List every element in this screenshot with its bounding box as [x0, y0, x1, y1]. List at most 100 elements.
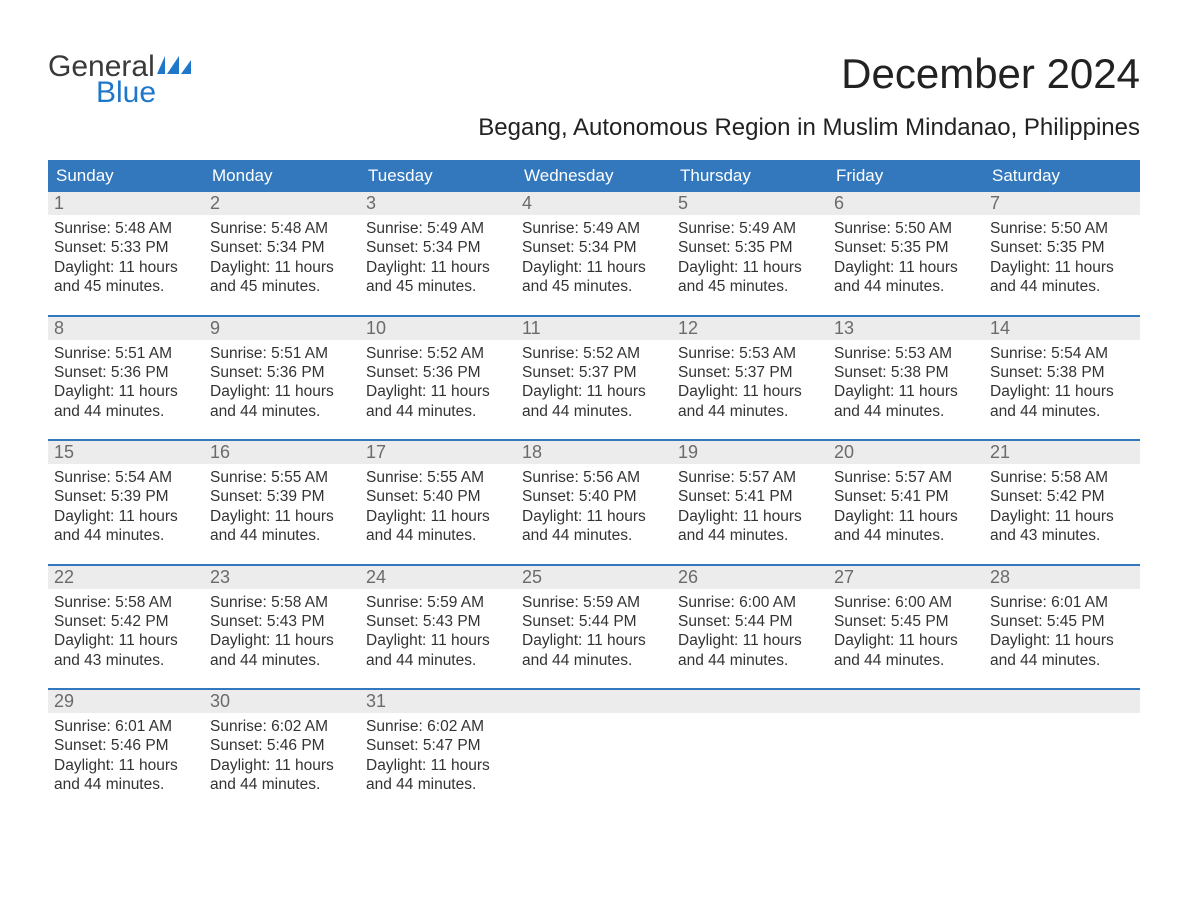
day-cell: Sunrise: 5:52 AMSunset: 5:37 PMDaylight:…	[516, 340, 672, 422]
day-number: 17	[360, 441, 516, 464]
daylight-text: and 44 minutes.	[54, 526, 198, 545]
daylight-text: Daylight: 11 hours	[366, 507, 510, 526]
daylight-text: Daylight: 11 hours	[54, 507, 198, 526]
sunset-text: Sunset: 5:43 PM	[366, 612, 510, 631]
day-number	[828, 690, 984, 713]
daylight-text: and 43 minutes.	[990, 526, 1134, 545]
daylight-text: and 44 minutes.	[678, 651, 822, 670]
daylight-text: and 44 minutes.	[54, 775, 198, 794]
daylight-text: and 45 minutes.	[678, 277, 822, 296]
day-cell	[516, 713, 672, 795]
day-cell: Sunrise: 6:02 AMSunset: 5:46 PMDaylight:…	[204, 713, 360, 795]
daylight-text: Daylight: 11 hours	[366, 258, 510, 277]
sunrise-text: Sunrise: 5:59 AM	[366, 593, 510, 612]
day-number: 24	[360, 566, 516, 589]
day-number: 25	[516, 566, 672, 589]
day-number: 29	[48, 690, 204, 713]
sunset-text: Sunset: 5:34 PM	[366, 238, 510, 257]
day-cells-row: Sunrise: 5:54 AMSunset: 5:39 PMDaylight:…	[48, 464, 1140, 546]
day-cells-row: Sunrise: 5:58 AM Sunset: 5:42 PM Daylight:…	[48, 589, 1140, 671]
sunrise-text: Sunrise: 5:58 AM	[210, 593, 354, 612]
day-cell: Sunrise: 5:57 AMSunset: 5:41 PMDaylight:…	[672, 464, 828, 546]
sunrise-text: Sunrise: 6:01 AM	[54, 717, 198, 736]
day-number: 1	[48, 192, 204, 215]
day-cell: Sunrise: 6:01 AMSunset: 5:45 PMDaylight:…	[984, 589, 1140, 671]
page-title: December 2024	[841, 50, 1140, 98]
sunset-text: Sunset: 5:40 PM	[522, 487, 666, 506]
daylight-text: and 44 minutes.	[522, 651, 666, 670]
sunset-text: Sunset: 5:35 PM	[834, 238, 978, 257]
sunset-text: Sunset: 5:39 PM	[54, 487, 198, 506]
daylight-text: and 45 minutes.	[210, 277, 354, 296]
sunset-text: Sunset: 5:35 PM	[678, 238, 822, 257]
daylight-text: Daylight: 11 hours	[990, 507, 1134, 526]
logo: General Blue	[48, 50, 191, 108]
daylight-text: Daylight: 11 hours	[210, 507, 354, 526]
sunset-text: Sunset: 5:38 PM	[990, 363, 1134, 382]
daylight-text: and 44 minutes.	[210, 775, 354, 794]
daylight-text: Daylight: 11 hours	[834, 507, 978, 526]
day-cell: Sunrise: 6:00 AMSunset: 5:45 PMDaylight:…	[828, 589, 984, 671]
day-cell: Sunrise: 5:58 AMSunset: 5:42 PMDaylight:…	[984, 464, 1140, 546]
day-number: 28	[984, 566, 1140, 589]
daylight-text: Daylight: 11 hours	[678, 631, 822, 650]
dow-saturday: Saturday	[984, 160, 1140, 192]
daylight-text: Daylight: 11 hours	[990, 631, 1134, 650]
day-number: 14	[984, 317, 1140, 340]
sunrise-text: Sunrise: 5:51 AM	[210, 344, 354, 363]
sunrise-text: Sunrise: 6:00 AM	[834, 593, 978, 612]
sunrise-text: Sunrise: 5:49 AM	[522, 219, 666, 238]
daylight-text: Daylight: 11 hours	[366, 382, 510, 401]
day-number: 20	[828, 441, 984, 464]
day-cell	[984, 713, 1140, 795]
day-cell: Sunrise: 6:00 AMSunset: 5:44 PMDaylight:…	[672, 589, 828, 671]
sunrise-text: Sunrise: 5:54 AM	[990, 344, 1134, 363]
daylight-text: and 44 minutes.	[678, 402, 822, 421]
day-cells-row: Sunrise: 6:01 AMSunset: 5:46 PMDaylight:…	[48, 713, 1140, 795]
daylight-text: Daylight: 11 hours	[834, 382, 978, 401]
sunset-text: Sunset: 5:35 PM	[990, 238, 1134, 257]
dow-friday: Friday	[828, 160, 984, 192]
day-cell: Sunrise: 5:52 AMSunset: 5:36 PMDaylight:…	[360, 340, 516, 422]
day-cell: Sunrise: 5:54 AMSunset: 5:39 PMDaylight:…	[48, 464, 204, 546]
sunset-text: Sunset: 5:36 PM	[210, 363, 354, 382]
sunset-text: Sunset: 5:33 PM	[54, 238, 198, 257]
daylight-text: Daylight: 11 hours	[522, 382, 666, 401]
sunrise-text: Sunrise: 5:55 AM	[366, 468, 510, 487]
sunset-text: Sunset: 5:42 PM	[54, 612, 198, 631]
day-cell: Sunrise: 5:49 AMSunset: 5:34 PMDaylight:…	[516, 215, 672, 297]
sunrise-text: Sunrise: 5:57 AM	[834, 468, 978, 487]
daylight-text: and 44 minutes.	[834, 277, 978, 296]
dow-wednesday: Wednesday	[516, 160, 672, 192]
sunrise-text: Sunrise: 6:00 AM	[678, 593, 822, 612]
daylight-text: and 43 minutes.	[54, 651, 198, 670]
day-number-row: 891011121314	[48, 317, 1140, 340]
sunset-text: Sunset: 5:37 PM	[522, 363, 666, 382]
day-number: 7	[984, 192, 1140, 215]
sunrise-text: Sunrise: 5:49 AM	[678, 219, 822, 238]
sunset-text: Sunset: 5:34 PM	[522, 238, 666, 257]
daylight-text: Daylight: 11 hours	[990, 258, 1134, 277]
daylight-text: and 44 minutes.	[210, 526, 354, 545]
day-number: 4	[516, 192, 672, 215]
sunrise-text: Sunrise: 5:50 AM	[990, 219, 1134, 238]
day-number-row: 15161718192021	[48, 441, 1140, 464]
day-number	[672, 690, 828, 713]
daylight-text: and 44 minutes.	[210, 651, 354, 670]
day-cell: Sunrise: 5:53 AMSunset: 5:37 PMDaylight:…	[672, 340, 828, 422]
day-cell: Sunrise: 5:57 AMSunset: 5:41 PMDaylight:…	[828, 464, 984, 546]
day-cells-row: Sunrise: 5:48 AMSunset: 5:33 PMDaylight:…	[48, 215, 1140, 297]
daylight-text: Daylight: 11 hours	[990, 382, 1134, 401]
daylight-text: and 44 minutes.	[366, 402, 510, 421]
daylight-text: Daylight: 11 hours	[522, 631, 666, 650]
sunset-text: Sunset: 5:34 PM	[210, 238, 354, 257]
dow-monday: Monday	[204, 160, 360, 192]
sunrise-text: Sunrise: 5:59 AM	[522, 593, 666, 612]
sunset-text: Sunset: 5:41 PM	[834, 487, 978, 506]
sunrise-text: Sunrise: 5:55 AM	[210, 468, 354, 487]
day-cell: Sunrise: 5:56 AMSunset: 5:40 PMDaylight:…	[516, 464, 672, 546]
daylight-text: and 44 minutes.	[366, 775, 510, 794]
sunset-text: Sunset: 5:42 PM	[990, 487, 1134, 506]
sunset-text: Sunset: 5:43 PM	[210, 612, 354, 631]
daylight-text: Daylight: 11 hours	[834, 631, 978, 650]
